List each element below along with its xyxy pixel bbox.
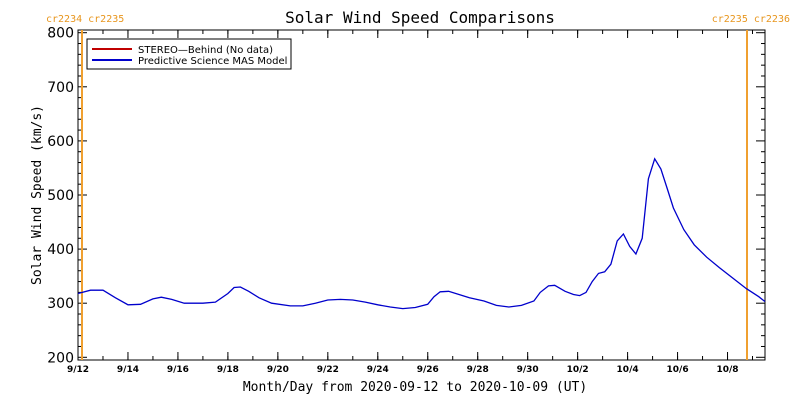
x-tick-label: 10/2 (567, 365, 589, 375)
y-tick-label: 200 (47, 350, 74, 366)
x-tick-label: 9/30 (517, 365, 539, 375)
carrington-label: cr2235 cr2236 (712, 14, 790, 25)
y-tick-label: 600 (47, 134, 74, 150)
legend-box (86, 38, 292, 70)
series-layer (77, 157, 766, 310)
x-tick-label: 9/26 (417, 365, 439, 375)
y-tick-label: 400 (47, 242, 74, 258)
y-axis-label: Solar Wind Speed (km/s) (30, 105, 45, 285)
legend: STEREO—Behind (No data) Predictive Scien… (86, 38, 292, 70)
x-tick-label: 10/4 (617, 365, 639, 375)
series-line-model (77, 157, 766, 310)
x-tick-label: 9/28 (467, 365, 489, 375)
x-tick-label: 10/8 (716, 365, 738, 375)
y-tick-label: 300 (47, 296, 74, 312)
x-tick-label: 10/6 (667, 365, 689, 375)
plot-frame (77, 29, 766, 361)
y-tick-label: 700 (47, 80, 74, 96)
x-tick-label: 9/16 (167, 365, 189, 375)
x-tick-labels: 9/12 9/14 9/16 9/18 9/20 9/22 9/24 9/26 9/28 9/30… (67, 365, 739, 375)
x-axis-label: Month/Day from 2020-09-12 to 2020-10-09 … (243, 380, 587, 395)
y-tick-labels: 200 300 400 500 600 700 800 (47, 26, 74, 367)
x-tick-label: 9/20 (267, 365, 289, 375)
carrington-label: cr2234 cr2235 (46, 14, 124, 25)
x-tick-label: 9/12 (67, 365, 89, 375)
x-tick-label: 9/18 (217, 365, 239, 375)
x-tick-label: 9/24 (367, 365, 389, 375)
carrington-markers (81, 30, 748, 360)
carrington-rotation-labels: cr2234 cr2235 cr2235 cr2236 (46, 14, 790, 25)
x-tick-label: 9/14 (117, 365, 139, 375)
y-tick-label: 500 (47, 188, 74, 204)
chart-title: Solar Wind Speed Comparisons (285, 8, 555, 27)
legend-label-stereo: STEREO—Behind (No data) (138, 45, 273, 56)
y-tick-label: 800 (47, 26, 74, 42)
x-tick-label: 9/22 (317, 365, 339, 375)
axis-ticks (77, 30, 765, 360)
legend-label-model: Predictive Science MAS Model (138, 56, 287, 67)
